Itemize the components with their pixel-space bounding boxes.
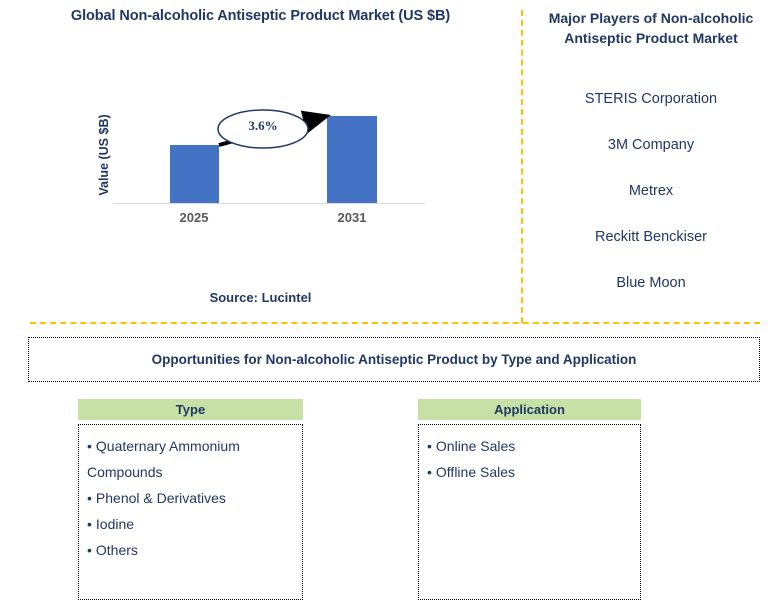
application-column-header: Application [418,399,641,420]
bullet-icon: • [427,438,432,454]
list-item: • Online Sales [425,433,636,459]
list-item-label: Offline Sales [435,464,516,480]
bar-chart: Value (US $B) 2025 2031 3.6% [97,100,425,225]
cagr-arrow-icon [217,109,331,149]
player-item: Metrex [628,183,674,199]
list-item: • Others [85,537,298,563]
type-list: • Quaternary Ammonium Compounds • Phenol &… [78,424,303,600]
bullet-icon: • [87,542,92,558]
type-column-header: Type [78,399,303,420]
application-list: • Online Sales • Offline Sales [418,424,641,600]
chart-panel: Global Non-alcoholic Antiseptic Product … [0,0,521,323]
bar-2031 [327,116,377,203]
major-players-title: Major Players of Non-alcoholic Antisepti… [548,10,754,46]
x-tick-label-2025: 2025 [179,210,209,225]
list-item: • Quaternary Ammonium Compounds [85,433,298,485]
list-item: • Iodine [85,511,298,537]
list-item-label: Phenol & Derivatives [95,490,226,506]
list-item-label: Others [95,542,138,558]
bullet-icon: • [87,490,92,506]
player-item: Blue Moon [616,275,686,291]
major-players-panel: Major Players of Non-alcoholic Antisepti… [530,0,772,320]
x-axis-line [113,203,425,204]
player-item: Reckitt Benckiser [594,229,707,245]
bullet-icon: • [427,464,432,480]
chart-title: Global Non-alcoholic Antiseptic Product … [70,8,451,24]
bullet-icon: • [87,438,92,454]
bullet-icon: • [87,516,92,532]
opportunities-banner: Opportunities for Non-alcoholic Antisept… [28,337,760,382]
source-note: Source: Lucintel [209,290,312,305]
list-item-label: Quaternary Ammonium Compounds [87,438,240,480]
bar-2025 [170,145,219,203]
x-tick-label-2031: 2031 [337,210,367,225]
horizontal-divider [30,322,760,324]
type-column-header-label: Type [175,402,206,417]
application-column-header-label: Application [494,402,565,417]
list-item-label: Iodine [95,516,135,532]
list-item-label: Online Sales [435,438,516,454]
opportunities-title: Opportunities for Non-alcoholic Antisept… [151,352,637,367]
vertical-divider [521,10,523,323]
cagr-value-label: 3.6% [248,118,278,133]
list-item: • Offline Sales [425,459,636,485]
player-item: 3M Company [607,137,695,153]
list-item: • Phenol & Derivatives [85,485,298,511]
major-players-list: STERIS Corporation 3M Company Metrex Rec… [530,88,772,318]
player-item: STERIS Corporation [584,91,718,107]
